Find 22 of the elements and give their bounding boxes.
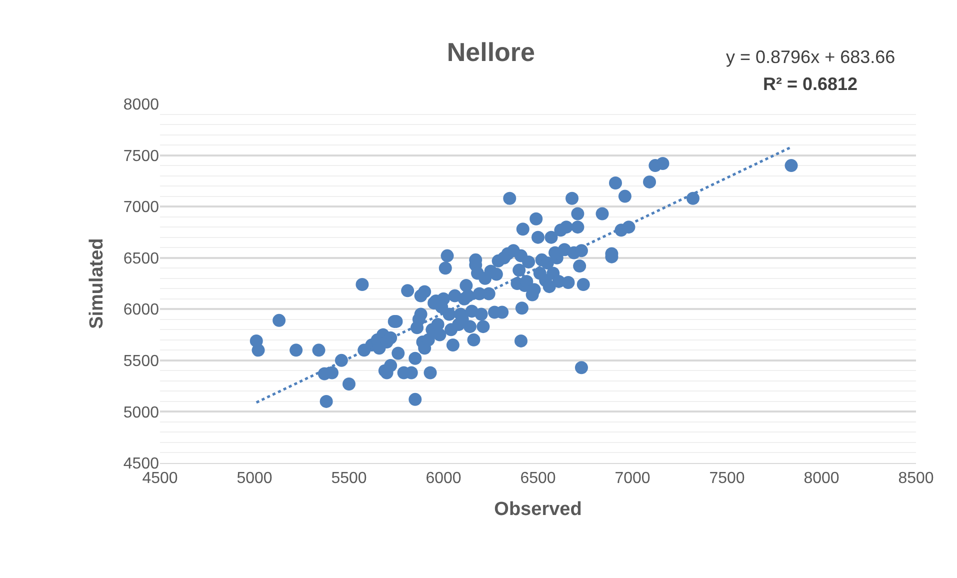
x-tick-label: 5000 (236, 470, 272, 488)
x-tick-label: 7500 (709, 470, 745, 488)
x-axis-title: Observed (494, 499, 582, 520)
x-tick-label: 6500 (520, 470, 556, 488)
x-tick-label: 8500 (898, 470, 934, 488)
y-axis-title: Simulated (86, 238, 108, 329)
text: y = 0.8796x + 683.66 (726, 47, 896, 67)
y-tick-label: 5000 (123, 404, 160, 422)
y-tick-label: 8000 (123, 96, 160, 114)
y-tick-label: 4500 (123, 456, 160, 473)
x-tick-label: 6000 (426, 470, 462, 488)
x-tick-label: 5500 (331, 470, 367, 488)
text: R² = 0.6812 (763, 74, 858, 94)
chart-title: Nellore (446, 37, 536, 68)
x-tick-label: 4500 (142, 470, 178, 488)
y-tick-label: 6500 (123, 250, 160, 268)
y-tick-label: 7000 (123, 199, 160, 216)
y-tick-label: 7500 (123, 148, 160, 165)
y-tick-label: 6000 (123, 302, 160, 319)
y-tick-label: 5500 (123, 353, 160, 370)
x-tick-label: 8000 (804, 470, 840, 488)
x-tick-label: 7000 (614, 470, 650, 488)
